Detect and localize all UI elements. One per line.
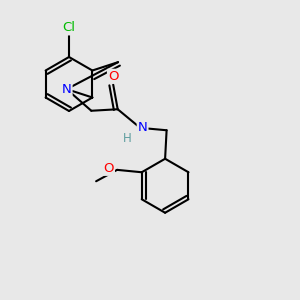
Text: O: O: [103, 162, 114, 175]
Text: N: N: [62, 83, 72, 96]
Text: H: H: [123, 132, 132, 145]
Text: Cl: Cl: [62, 21, 76, 34]
Text: O: O: [108, 70, 119, 83]
Text: N: N: [138, 122, 148, 134]
